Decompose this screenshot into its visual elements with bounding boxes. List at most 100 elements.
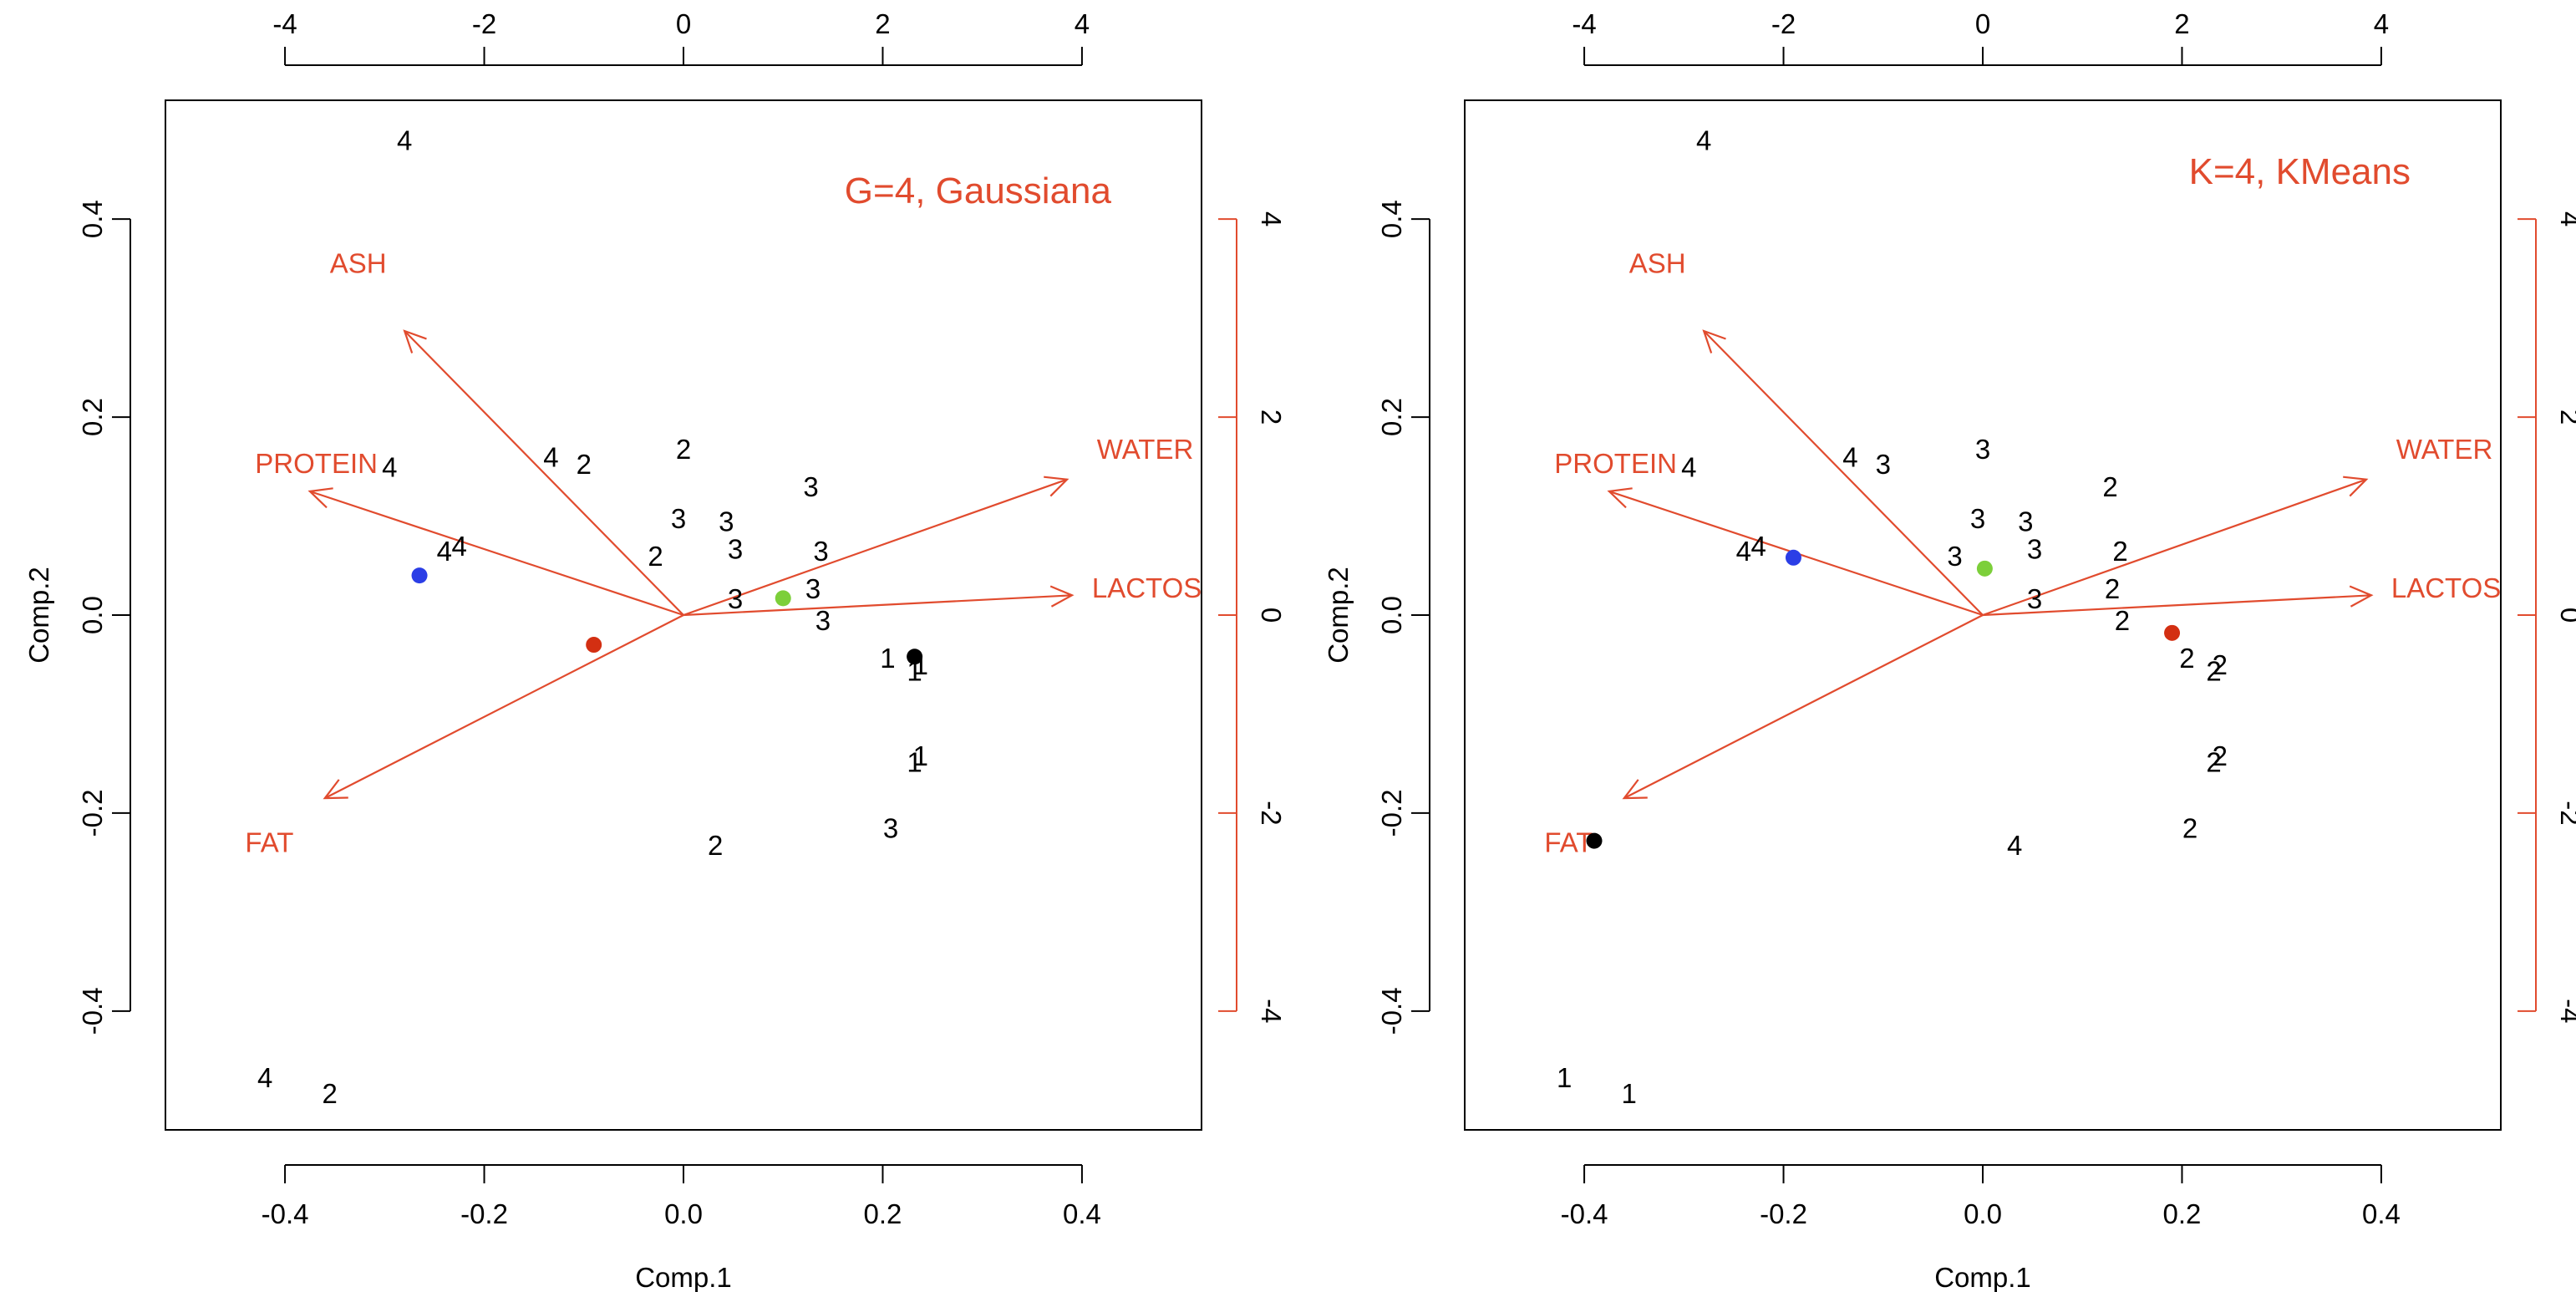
cluster-centroid: [1586, 832, 1603, 849]
observation-point: 1: [1557, 1062, 1572, 1093]
observation-point: 4: [397, 125, 412, 155]
observation-point: 2: [577, 449, 592, 480]
observation-point: 2: [2112, 536, 2127, 567]
observation-point: 2: [2206, 746, 2221, 777]
observation-point: 1: [880, 643, 895, 674]
observation-point: 2: [2102, 471, 2117, 502]
observation-point: 3: [2027, 583, 2042, 614]
x-axis-label: Comp.1: [1934, 1262, 2031, 1292]
top-tick-label: 0: [676, 8, 691, 39]
observation-point: 3: [2027, 534, 2042, 565]
loading-arrow-water: [683, 478, 1068, 617]
observation-point: 4: [543, 441, 558, 472]
observation-point: 1: [913, 740, 928, 771]
y-tick-label: -0.4: [77, 987, 108, 1035]
x-tick-label: -0.4: [262, 1198, 309, 1229]
observation-point: 4: [2007, 830, 2022, 861]
right-tick-label: -4: [2555, 999, 2576, 1023]
y-tick-label: -0.2: [1376, 789, 1407, 837]
x-axis-label: Comp.1: [635, 1262, 732, 1292]
observation-point: 1: [907, 746, 922, 777]
loading-arrow-protein: [309, 490, 684, 617]
loading-label-water: WATER: [1097, 434, 1193, 465]
method-annotation: K=4, KMeans: [2189, 151, 2411, 192]
loading-label-fat: FAT: [245, 827, 293, 857]
observation-point: 3: [1970, 503, 1985, 534]
loading-label-protein: PROTEIN: [1554, 448, 1677, 479]
right-tick-label: 4: [1256, 211, 1287, 226]
loading-arrowhead-water: [2343, 476, 2369, 497]
cluster-centroid: [775, 590, 791, 607]
top-tick-label: -4: [1572, 8, 1596, 39]
x-tick-label: 0.0: [664, 1198, 703, 1229]
loading-label-ash: ASH: [1629, 247, 1686, 278]
y-tick-label: 0.4: [77, 200, 108, 238]
top-tick-label: -2: [472, 8, 496, 39]
top-tick-label: 4: [1075, 8, 1090, 39]
observation-point: 3: [719, 506, 734, 537]
observation-point: 3: [1975, 434, 1990, 465]
cluster-centroid: [411, 567, 428, 584]
loading-arrowhead-ash: [403, 329, 427, 354]
y-tick-label: -0.2: [77, 789, 108, 837]
x-tick-label: -0.2: [1760, 1198, 1807, 1229]
panel-gaussian: -0.4 -0.2 0.0 0.2 0.4 Comp.1 -0.4 -0.2 0.0 0.2 0.4…: [23, 8, 1287, 1292]
loading-label-lactose: LACTOSE: [2391, 572, 2519, 603]
loading-arrowhead-lactose: [1049, 585, 1075, 608]
right-tick-label: 2: [1256, 409, 1287, 425]
observation-point: 4: [1842, 441, 1857, 472]
observation-point: 2: [708, 830, 723, 861]
loading-arrow-ash: [404, 330, 684, 616]
right-tick-label: 0: [2555, 608, 2576, 623]
cluster-centroid: [1976, 560, 1993, 577]
top-tick-label: -4: [272, 8, 297, 39]
y-tick-label: 0.0: [77, 596, 108, 634]
plot-frame: [1464, 99, 2502, 1131]
observation-point: 2: [2115, 605, 2130, 636]
x-tick-label: 0.2: [864, 1198, 902, 1229]
loading-label-ash: ASH: [330, 247, 387, 278]
observation-point: 4: [257, 1062, 272, 1093]
observation-point: 2: [323, 1078, 338, 1109]
x-tick-label: 0.0: [1964, 1198, 2002, 1229]
cluster-centroid: [907, 649, 923, 665]
y-tick-label: -0.4: [1376, 987, 1407, 1035]
x-tick-label: 0.2: [2163, 1198, 2202, 1229]
loading-arrowhead-protein: [307, 487, 333, 509]
observation-point: 3: [1876, 449, 1891, 480]
observation-point: 3: [728, 583, 743, 614]
loading-arrow-water: [1982, 478, 2367, 617]
top-tick-label: 4: [2374, 8, 2389, 39]
loading-arrow-lactose: [683, 594, 1073, 617]
observation-point: 2: [2105, 573, 2120, 604]
observation-point: 3: [1947, 541, 1962, 572]
right-tick-label: 0: [1256, 608, 1287, 623]
observation-point: 2: [2182, 813, 2197, 844]
x-tick-label: -0.4: [1561, 1198, 1608, 1229]
loading-label-protein: PROTEIN: [255, 448, 378, 479]
top-tick-label: 2: [2174, 8, 2189, 39]
observation-point: 2: [2213, 740, 2228, 771]
cluster-centroid: [2164, 624, 2181, 641]
y-tick-label: 0.2: [1376, 398, 1407, 436]
observation-point: 4: [1696, 125, 1711, 155]
loading-arrow-fat: [1623, 614, 1984, 800]
loading-arrow-lactose: [1982, 594, 2372, 617]
y-axis-label: Comp.2: [23, 567, 54, 664]
y-axis-label: Comp.2: [1323, 567, 1354, 664]
top-tick-label: 0: [1975, 8, 1990, 39]
loading-arrowhead-lactose: [2349, 585, 2374, 608]
x-tick-label: -0.2: [460, 1198, 508, 1229]
loading-arrowhead-fat: [323, 779, 348, 800]
observation-point: 4: [1736, 536, 1751, 567]
observation-point: 2: [648, 541, 663, 572]
right-tick-label: -2: [2555, 801, 2576, 825]
y-tick-label: 0.4: [1376, 200, 1407, 238]
x-tick-label: 0.4: [1063, 1198, 1101, 1229]
observation-point: 2: [2179, 643, 2194, 674]
observation-point: 3: [803, 471, 818, 502]
right-tick-label: -4: [1256, 999, 1287, 1023]
